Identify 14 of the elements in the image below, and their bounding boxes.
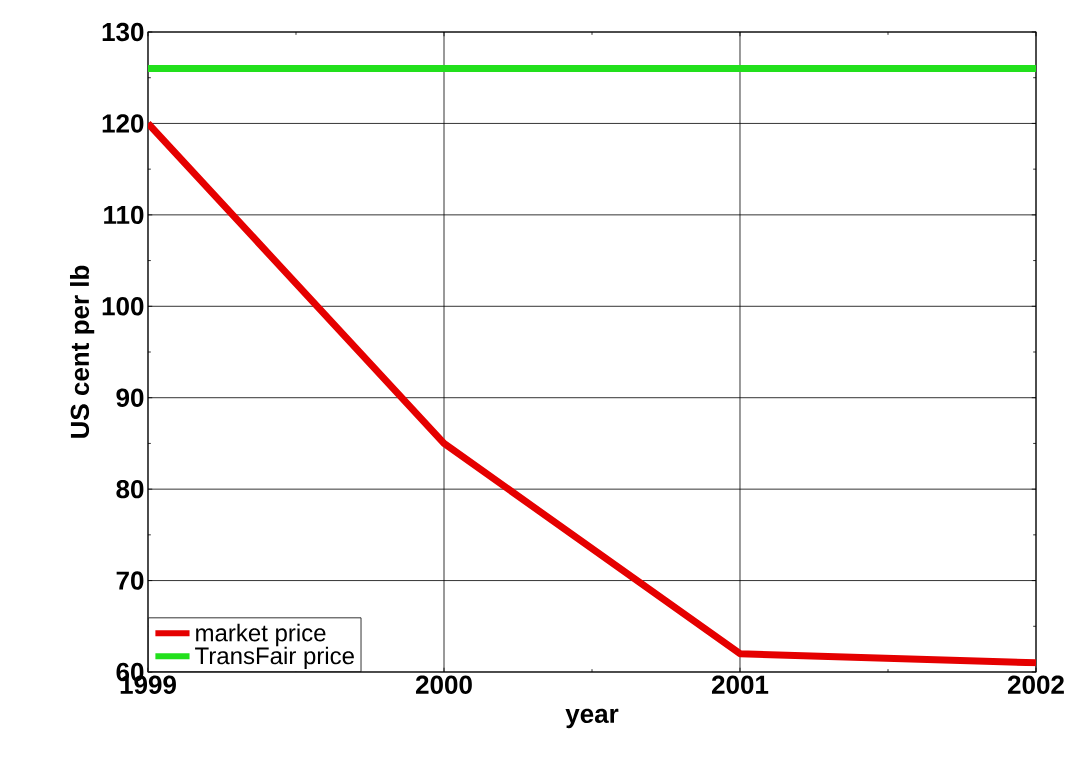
x-tick-label: 2000 — [415, 675, 472, 694]
y-tick-label: 130 — [102, 22, 144, 42]
legend-label: market price — [196, 623, 326, 647]
y-tick-label: 90 — [116, 388, 144, 407]
y-tick-label: 100 — [102, 297, 144, 316]
y-axis-title: US cent per lb — [69, 265, 95, 438]
x-axis-title: year — [565, 708, 619, 729]
y-tick-label: 110 — [104, 205, 144, 225]
x-tick-label: 2001 — [711, 675, 769, 694]
legend-label: TransFair price — [195, 646, 354, 670]
y-tick-label: 70 — [116, 571, 144, 590]
y-tick-label: 120 — [102, 114, 144, 133]
x-tick-label: 2002 — [1007, 675, 1064, 694]
y-tick-label: 80 — [116, 479, 144, 499]
